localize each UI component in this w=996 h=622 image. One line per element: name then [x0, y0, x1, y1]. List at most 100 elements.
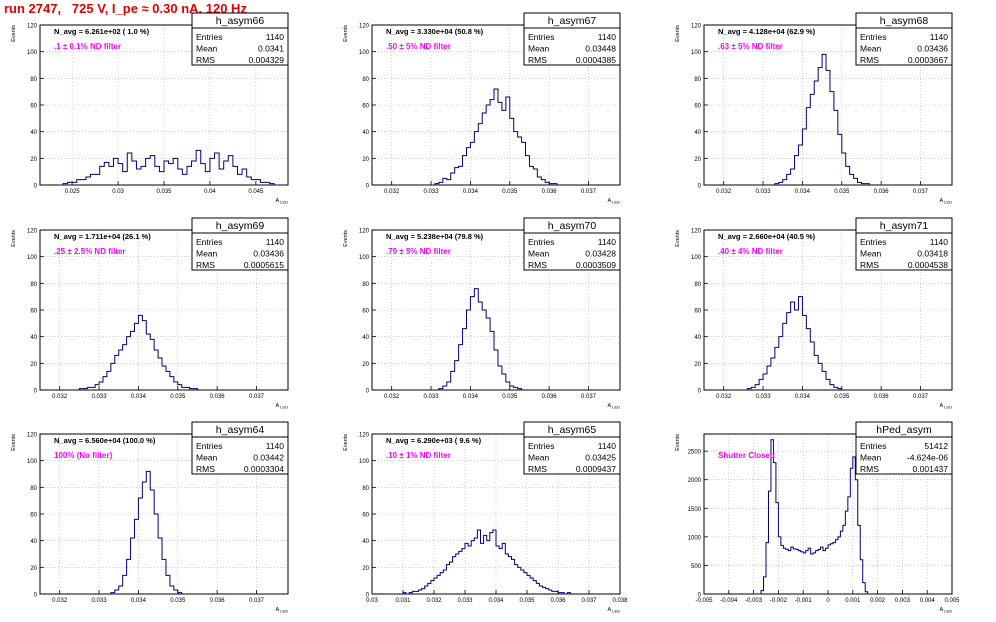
stats-box [523, 421, 621, 475]
x-tick-label: 0.034 [463, 189, 479, 195]
x-tick-label: -0.005 [695, 598, 713, 604]
x-tick-label: 0.032 [52, 394, 68, 400]
y-axis-title: Events [11, 25, 17, 42]
stats-rms-label: RMS [196, 464, 215, 474]
x-tick-label: 0.033 [92, 598, 108, 604]
stats-title: h_asym70 [548, 220, 597, 232]
stats-entries-value: 1140 [930, 32, 949, 42]
x-tick-label: 0.033 [424, 189, 440, 195]
stats-box [191, 421, 289, 475]
x-axis-title: ALED [608, 403, 621, 410]
y-axis-title: Events [675, 230, 681, 247]
histogram-panel: 0 20 40 60 80 100 120 0.032 0.033 0.034 0.035 0.036… [11, 217, 289, 410]
x-tick-label: 0.032 [426, 598, 442, 604]
stats-mean-label: Mean [196, 453, 218, 463]
y-tick-label: 0 [698, 184, 702, 190]
x-axis-title-sub: LED [612, 609, 620, 614]
x-tick-label: 0.004 [920, 598, 936, 604]
x-tick-label: 0.032 [52, 598, 68, 604]
x-tick-label: 0.037 [913, 394, 929, 400]
filter-label: .25 ± 2.5% ND filter [54, 247, 126, 256]
y-tick-label: 80 [694, 77, 701, 83]
x-tick-label: -0.004 [720, 598, 738, 604]
stats-mean-value: 0.03442 [253, 453, 284, 463]
x-axis-title: ALED [276, 198, 289, 205]
histogram-panel: 0 20 40 60 80 100 120 0.03 0.031 0.032 0.033 0.034 0… [343, 421, 628, 614]
y-tick-label: 80 [30, 282, 37, 288]
stats-box [191, 217, 289, 271]
x-tick-label: 0.032 [716, 394, 732, 400]
x-tick-label: 0.036 [874, 394, 890, 400]
y-tick-label: 20 [694, 362, 701, 368]
stats-mean-value: 0.03428 [585, 249, 616, 259]
x-tick-label: 0.037 [581, 189, 597, 195]
histogram-panel: 0 500 1000 1500 2000 2500 -0.005 -0.004 -0.003 -0… [675, 421, 960, 614]
x-tick-label: 0.032 [384, 394, 400, 400]
histogram-line [438, 288, 523, 390]
x-tick-label: 0.005 [944, 598, 960, 604]
y-tick-label: 100 [27, 50, 38, 56]
x-tick-label: 0.034 [488, 598, 504, 604]
stats-rms-label: RMS [860, 260, 879, 270]
histogram-panel: 0 20 40 60 80 100 120 0.032 0.033 0.034 0.035 0.036… [343, 12, 621, 205]
y-axis-title: Events [343, 25, 349, 42]
stats-entries-value: 51412 [924, 441, 948, 451]
stats-entries-value: 1140 [266, 441, 285, 451]
stats-title: h_asym71 [880, 220, 929, 232]
stats-mean-label: Mean [528, 44, 550, 54]
histogram-line [78, 314, 198, 390]
stats-mean-label: Mean [860, 453, 882, 463]
y-tick-label: 0 [698, 389, 702, 395]
y-tick-label: 120 [359, 229, 370, 235]
stats-box [855, 217, 953, 271]
histogram-line [58, 149, 279, 186]
y-axis-title: Events [675, 25, 681, 42]
x-axis-title-sub: LED [280, 200, 288, 205]
x-axis-title: ALED [276, 607, 289, 614]
x-axis-title-sub: LED [944, 609, 952, 614]
y-tick-label: 80 [362, 486, 369, 492]
stats-mean-label: Mean [196, 249, 218, 259]
stats-rms-label: RMS [528, 260, 547, 270]
y-tick-label: 20 [694, 157, 701, 163]
x-tick-label: 0.036 [542, 394, 558, 400]
x-tick-label: -0.003 [745, 598, 763, 604]
x-tick-label: 0.002 [870, 598, 886, 604]
x-tick-label: 0.03 [366, 598, 378, 604]
x-tick-label: 0.035 [834, 189, 850, 195]
stats-mean-label: Mean [860, 44, 882, 54]
histogram-line [402, 529, 571, 595]
y-axis-title: Events [11, 434, 17, 451]
stats-mean-label: Mean [528, 453, 550, 463]
stats-rms-label: RMS [196, 55, 215, 65]
stats-rms-value: 0.0003304 [244, 464, 284, 474]
x-tick-label: 0.037 [581, 394, 597, 400]
stats-box [523, 12, 621, 66]
stats-mean-value: 0.03425 [585, 453, 616, 463]
y-tick-label: 100 [359, 50, 370, 56]
y-tick-label: 80 [30, 77, 37, 83]
y-tick-label: 0 [698, 593, 702, 599]
y-axis-title: Events [343, 434, 349, 451]
filter-label: .1 ± 0.1% ND filter [54, 42, 121, 51]
y-tick-label: 120 [691, 229, 702, 235]
x-tick-label: 0.035 [502, 189, 518, 195]
stats-entries-label: Entries [860, 237, 886, 247]
x-tick-label: 0.003 [895, 598, 911, 604]
y-tick-label: 120 [359, 433, 370, 439]
stats-rms-value: 0.0009437 [576, 464, 616, 474]
x-axis-title-sub: LED [280, 405, 288, 410]
y-tick-label: 60 [362, 104, 369, 110]
filter-label: .50 ± 5% ND filter [386, 42, 451, 51]
y-tick-label: 0 [34, 389, 38, 395]
x-tick-label: 0.036 [210, 394, 226, 400]
histogram-line [746, 296, 843, 390]
y-tick-label: 40 [362, 335, 369, 341]
x-tick-label: 0.036 [874, 189, 890, 195]
x-axis-title: ALED [940, 403, 953, 410]
y-tick-label: 60 [694, 104, 701, 110]
x-tick-label: 0.035 [156, 189, 172, 195]
stats-title: h_asym64 [216, 424, 265, 436]
y-tick-label: 60 [694, 309, 701, 315]
n-avg-annotation: N_avg = 2.660e+04 (40.5 %) [718, 232, 816, 241]
